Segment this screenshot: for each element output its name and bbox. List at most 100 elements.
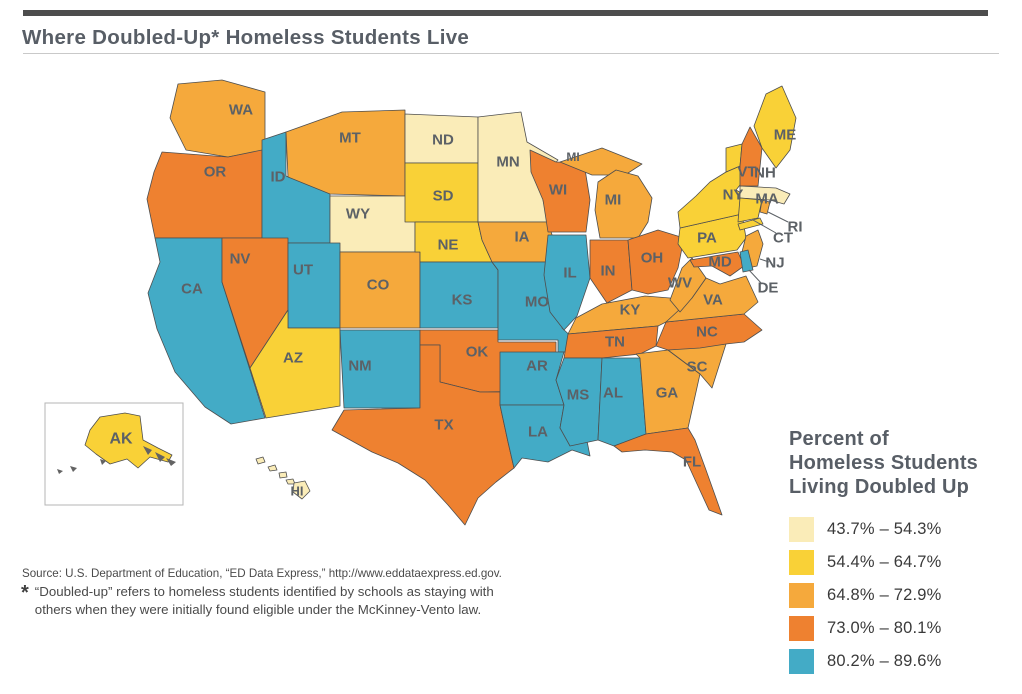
footnote-text: “Doubled-up” refers to homeless students… (34, 584, 494, 617)
state-label-KY: KY (620, 302, 641, 319)
state-HI-island-1 (255, 456, 266, 465)
state-label-AK: AK (109, 431, 133, 448)
state-label-HI: HI (291, 484, 304, 499)
state-label-IN: IN (601, 263, 616, 280)
legend-title-line: Living Doubled Up (789, 476, 970, 498)
state-label-MT: MT (339, 130, 361, 147)
state-label-NC: NC (696, 324, 718, 341)
legend-swatch (789, 550, 814, 575)
page-title: Where Doubled-Up* Homeless Students Live (22, 26, 470, 49)
state-MD (689, 251, 745, 277)
state-WY (329, 195, 416, 253)
state-ME (753, 85, 797, 169)
legend-item: 73.0% – 80.1% (789, 616, 1021, 641)
state-AK (84, 412, 173, 469)
legend: Percent of Homeless Students Living Doub… (789, 427, 1021, 682)
state-NY-long-island (737, 217, 764, 231)
state-label-MA: MA (755, 191, 778, 208)
legend-range-label: 80.2% – 89.6% (827, 652, 942, 670)
state-label-NE: NE (438, 237, 459, 254)
state-label-KS: KS (452, 292, 473, 309)
legend-range-label: 43.7% – 54.3% (827, 520, 942, 538)
legend-item: 43.7% – 54.3% (789, 517, 1021, 542)
state-HI-island-5 (292, 480, 311, 500)
state-DE (739, 249, 754, 273)
state-MT (285, 109, 406, 197)
legend-item: 54.4% – 64.7% (789, 550, 1021, 575)
state-label-SD: SD (433, 188, 454, 205)
state-label-AR: AR (526, 358, 548, 375)
state-label-DE: DE (758, 280, 779, 297)
state-IN (589, 239, 633, 304)
state-OH (627, 229, 685, 295)
state-label-GA: GA (656, 385, 679, 402)
map-labels: WA OR CA ID NV UT AZ MT WY CO NM ND SD NE KS OK TX MN IA MO… (109, 102, 802, 499)
state-CT (737, 197, 763, 223)
state-UT (287, 242, 341, 329)
legend-item: 64.8% – 72.9% (789, 583, 1021, 608)
legend-item: 80.2% – 89.6% (789, 649, 1021, 674)
state-IL (543, 234, 591, 331)
state-label-ND: ND (432, 132, 454, 149)
legend-swatch (789, 583, 814, 608)
state-label-RI: RI (788, 219, 803, 236)
alaska-islands (57, 469, 63, 474)
alaska-islands (100, 459, 106, 465)
state-WV (669, 257, 707, 313)
state-label-LA: LA (528, 424, 548, 441)
state-HI-island-2 (267, 464, 278, 472)
map-states (57, 79, 797, 526)
state-RI (759, 199, 771, 215)
state-WA (169, 79, 266, 158)
state-label-NM: NM (348, 358, 371, 375)
state-label-MN: MN (496, 154, 519, 171)
alaska-inset-box (44, 402, 184, 506)
legend-range-label: 73.0% – 80.1% (827, 619, 942, 637)
state-label-UT: UT (293, 262, 313, 279)
state-label-NY: NY (723, 187, 744, 204)
state-label-OH: OH (641, 250, 664, 267)
leader-line (767, 211, 789, 223)
state-label-NH: NH (754, 165, 776, 182)
state-AZ (249, 309, 341, 419)
legend-swatch (789, 649, 814, 674)
state-label-AL: AL (603, 385, 623, 402)
footnote: * “Doubled-up” refers to homeless studen… (21, 583, 501, 618)
state-label-OK: OK (466, 344, 489, 361)
state-label-FL: FL (683, 454, 701, 471)
legend-title-line: Homeless Students (789, 452, 979, 474)
legend-range-label: 54.4% – 64.7% (827, 553, 942, 571)
state-label-WY: WY (346, 206, 370, 223)
state-label-WI: WI (549, 182, 567, 199)
leader-line (752, 219, 777, 234)
state-AL (597, 357, 647, 447)
footnote-asterisk: * (21, 582, 29, 604)
state-TX (331, 344, 515, 526)
legend-items: 43.7% – 54.3% 54.4% – 64.7% 64.8% – 72.9% 7… (789, 517, 1021, 674)
state-label-WA: WA (229, 102, 253, 119)
state-label-CO: CO (367, 277, 390, 294)
map-leader-lines (748, 211, 789, 285)
alaska-islands (155, 452, 165, 462)
state-NH (739, 126, 763, 187)
leader-line (748, 269, 763, 285)
legend-swatch (789, 517, 814, 542)
state-MI (594, 169, 653, 239)
state-label-CA: CA (181, 281, 203, 298)
top-rule (23, 10, 988, 16)
legend-title: Percent of Homeless Students Living Doub… (789, 427, 1021, 499)
legend-swatch (789, 616, 814, 641)
state-label-ME: ME (774, 127, 797, 144)
state-label-NJ: NJ (765, 255, 784, 272)
alaska-islands (166, 458, 176, 466)
state-label-PA: PA (697, 230, 717, 247)
state-label-MS: MS (567, 387, 590, 404)
state-label-OR: OR (204, 164, 227, 181)
state-label-VT: VT (737, 164, 756, 181)
state-label-MI: MI (605, 192, 622, 209)
state-label-ID: ID (271, 169, 286, 186)
state-label-MO: MO (525, 294, 549, 311)
state-HI-island-3 (278, 471, 288, 479)
source-text: Source: U.S. Department of Education, “E… (22, 567, 502, 580)
